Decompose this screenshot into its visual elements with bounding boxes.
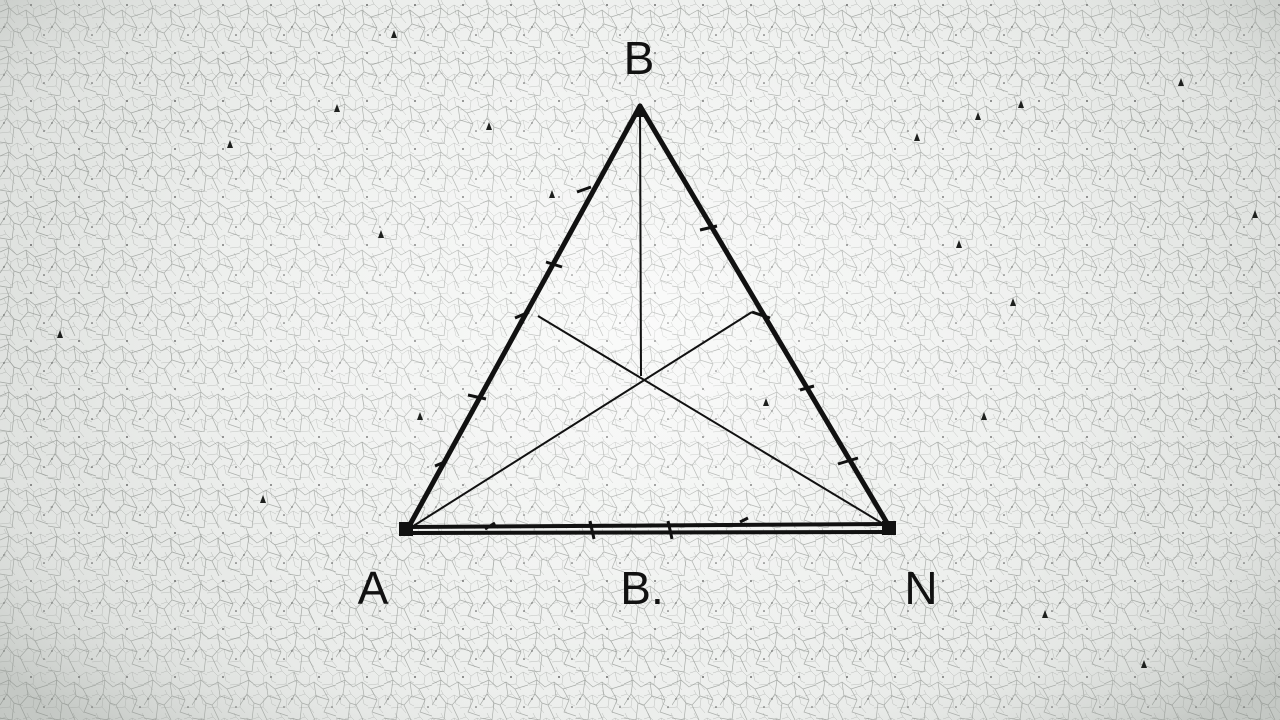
vertex-n-mark	[882, 521, 896, 535]
vertex-marks	[399, 103, 896, 536]
vertex-a-mark	[399, 522, 413, 536]
speck-marks	[57, 30, 1258, 668]
cevian-from-a	[406, 311, 753, 531]
cevian-from-n	[537, 315, 891, 529]
label-bottom-right: N	[904, 562, 937, 614]
vertex-b-arrow	[632, 103, 648, 117]
side-a-to-n-lower	[405, 530, 892, 535]
side-a-to-b	[404, 103, 643, 533]
label-bottom-left: A	[358, 562, 389, 614]
tick-marks	[434, 185, 859, 540]
label-top: B	[624, 32, 655, 84]
label-bottom-middle: B.	[620, 562, 663, 614]
cevians	[406, 105, 891, 531]
altitude-from-b	[639, 105, 642, 377]
vertex-labels: B A B. N	[358, 32, 938, 614]
